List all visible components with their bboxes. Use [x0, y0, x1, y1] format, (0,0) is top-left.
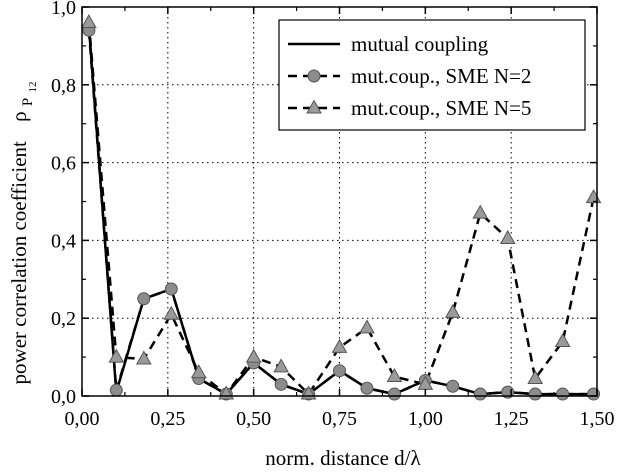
y-tick-label: 1,0 — [51, 0, 76, 19]
legend-label-mutual-coupling: mutual coupling — [351, 32, 489, 56]
data-point-triangle — [527, 369, 544, 384]
data-point-triangle — [472, 204, 489, 219]
legend: mutual coupling mut.coup., SME N=2 mut.c… — [278, 19, 586, 131]
y-tick-label: 0,0 — [51, 386, 76, 408]
y-tick-label: 0,6 — [51, 153, 76, 175]
data-point-triangle — [108, 348, 125, 363]
data-point-circle — [556, 387, 570, 401]
x-axis-label: norm. distance d/λ — [265, 446, 421, 470]
y-axis-label-text: power correlation coefficient — [7, 141, 31, 384]
legend-entry-sme-n5: mut.coup., SME N=5 — [288, 96, 531, 120]
legend-label-sme-n2: mut.coup., SME N=2 — [351, 64, 531, 88]
data-point-triangle — [163, 305, 180, 320]
legend-marker-circle — [307, 69, 321, 83]
y-axis-label: power correlation coefficient ρ P 12 — [7, 82, 39, 385]
x-tick-label: 1,00 — [408, 408, 443, 430]
x-tick-label: 0,25 — [150, 408, 185, 430]
data-point-triangle — [444, 303, 461, 318]
x-tick-label: 1,50 — [580, 408, 615, 430]
data-point-circle — [360, 381, 374, 395]
data-point-triangle — [135, 350, 152, 365]
data-point-circle — [587, 387, 601, 401]
x-tick-label: 0,75 — [322, 408, 357, 430]
data-point-triangle — [585, 189, 602, 204]
y-axis-label-sub1: P — [20, 98, 36, 106]
data-point-triangle — [81, 14, 97, 29]
data-point-circle — [274, 377, 288, 391]
legend-label-sme-n5: mut.coup., SME N=5 — [351, 96, 531, 120]
data-point-circle — [109, 383, 123, 397]
y-axis-label-sub2: 12 — [27, 82, 39, 93]
y-tick-label: 0,8 — [51, 75, 76, 97]
x-tick-labels: 0,00 0,25 0,50 0,75 1,00 1,25 1,50 — [65, 408, 615, 430]
data-point-triangle — [499, 229, 516, 244]
legend-entry-mutual-coupling: mutual coupling — [288, 32, 489, 56]
y-tick-label: 0,4 — [51, 230, 76, 252]
x-tick-label: 0,50 — [236, 408, 271, 430]
legend-box — [278, 19, 586, 131]
data-point-circle — [333, 364, 346, 378]
y-tick-label: 0,2 — [51, 308, 76, 330]
data-point-circle — [473, 387, 487, 401]
svg-text:power correlation coefficient: power correlation coefficient ρ P 12 — [7, 82, 39, 385]
data-point-triangle — [331, 338, 348, 353]
data-point-triangle — [273, 358, 289, 373]
y-axis-label-symbol: ρ — [7, 111, 31, 121]
data-point-circle — [137, 292, 151, 306]
data-point-triangle — [245, 348, 262, 363]
x-tick-label: 1,25 — [494, 408, 529, 430]
data-point-circle — [387, 387, 401, 401]
series-layer — [81, 14, 602, 401]
legend-entry-sme-n2: mut.coup., SME N=2 — [288, 64, 531, 88]
data-point-triangle — [359, 319, 375, 334]
data-point-circle — [446, 379, 460, 393]
x-tick-label: 0,00 — [65, 408, 100, 430]
data-point-circle — [528, 387, 542, 401]
data-point-circle — [164, 282, 178, 296]
data-point-triangle — [190, 364, 207, 379]
legend-marker-triangle — [306, 99, 322, 114]
axis-ticks — [81, 6, 598, 397]
y-tick-labels: 0,0 0,2 0,4 0,6 0,8 1,0 — [51, 0, 76, 408]
data-point-triangle — [386, 368, 403, 383]
data-point-triangle — [554, 333, 571, 348]
